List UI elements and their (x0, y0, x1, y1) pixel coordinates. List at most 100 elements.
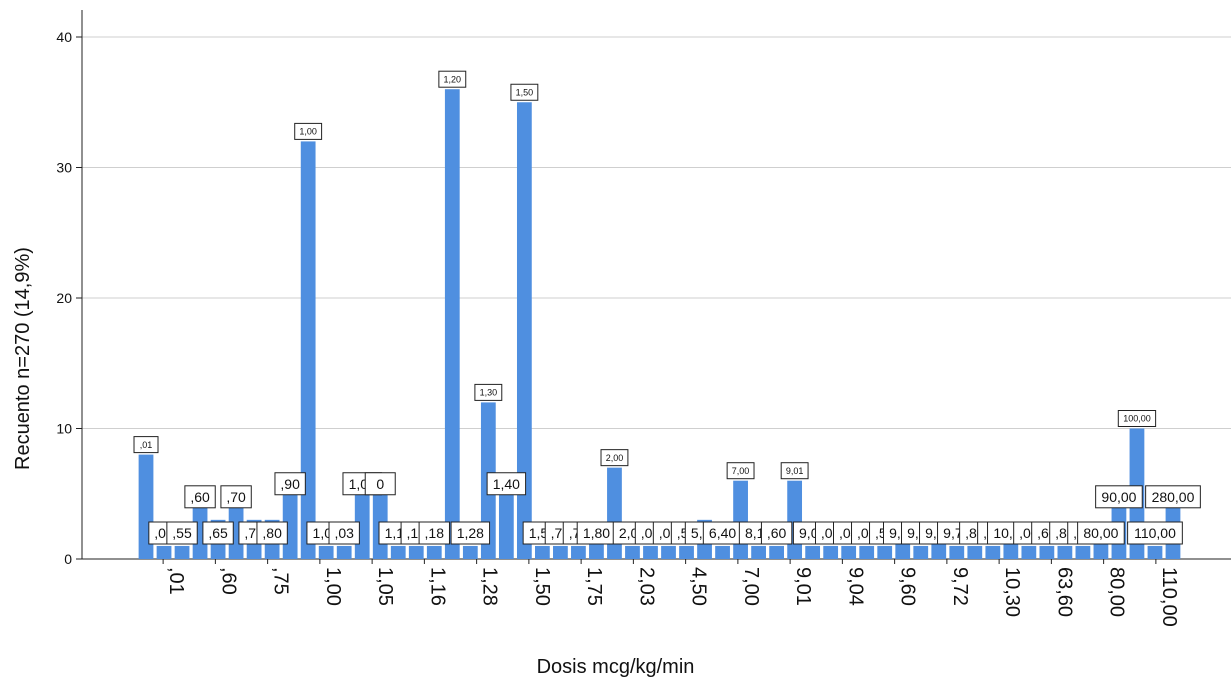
data-label: 80,00 (1083, 525, 1118, 541)
data-label-box (166, 521, 198, 545)
data-label-box (450, 521, 491, 545)
data-label: 7,00 (732, 466, 750, 476)
x-tick-label: 1,05 (374, 567, 396, 606)
x-tick-label: ,01 (165, 567, 187, 595)
bar (733, 480, 748, 559)
bar (174, 545, 190, 559)
bar (516, 102, 532, 559)
data-label-box (294, 122, 323, 140)
data-label: 9,01 (786, 466, 804, 476)
data-label-box (220, 485, 252, 509)
bar (228, 506, 244, 559)
bar (787, 480, 803, 559)
bar (498, 493, 514, 559)
bar (985, 545, 1001, 559)
data-label-box (1145, 485, 1201, 509)
bar (408, 545, 424, 559)
bar (877, 545, 893, 559)
data-label: 1,00 (299, 127, 317, 137)
data-label-box (1127, 521, 1183, 545)
data-label: ,65 (208, 525, 228, 541)
data-label-box (184, 485, 216, 509)
bar (390, 545, 406, 559)
data-label-box (418, 521, 450, 545)
bar (426, 545, 442, 559)
bar (661, 545, 676, 559)
bar (859, 545, 875, 559)
data-label: ,70 (226, 489, 246, 505)
bar (949, 545, 965, 559)
x-tick-label: 4,50 (688, 567, 710, 606)
data-label-box (474, 383, 503, 401)
bar (553, 545, 568, 559)
x-tick-label: ,60 (217, 567, 239, 595)
data-label-box (202, 521, 234, 545)
bar (805, 545, 821, 559)
data-label-box (438, 70, 467, 88)
bar (841, 545, 857, 559)
bar (1057, 545, 1073, 559)
x-tick-label: 10,30 (1001, 567, 1023, 617)
bar (625, 545, 640, 559)
x-tick-label: 1,50 (531, 567, 553, 606)
x-tick-label: ,75 (270, 567, 292, 595)
data-label: 1,50 (516, 87, 534, 97)
bar (913, 545, 929, 559)
x-tick-label: 1,16 (426, 567, 448, 606)
data-label: 110,00 (1134, 525, 1176, 541)
data-label: 1,28 (457, 525, 484, 541)
y-tick-label: 10 (56, 421, 72, 437)
data-label-box (486, 472, 527, 496)
data-label: 1,80 (583, 525, 610, 541)
bar (967, 545, 983, 559)
x-tick-label: 1,00 (322, 567, 344, 606)
data-label-box (780, 462, 809, 480)
data-label: 280,00 (1152, 489, 1195, 505)
data-label: 90,00 (1101, 489, 1136, 505)
x-tick-label: 9,60 (897, 567, 919, 606)
data-label: 2,00 (606, 453, 624, 463)
bar (318, 545, 334, 559)
bar (715, 545, 730, 559)
y-tick-label: 40 (56, 29, 72, 45)
data-label: ,80 (262, 525, 282, 541)
data-label: 1,30 (480, 388, 498, 398)
data-label-box (1117, 410, 1157, 427)
data-label: ,55 (172, 525, 192, 541)
bar (336, 545, 352, 559)
bar (1075, 545, 1091, 559)
x-tick-label: 1,75 (583, 567, 605, 606)
x-tick-label: 9,01 (792, 567, 814, 606)
bar (823, 545, 839, 559)
bar (769, 545, 784, 559)
x-tick-label: 63,60 (1053, 567, 1075, 617)
data-label: ,60 (190, 489, 210, 505)
data-label-box (364, 472, 396, 496)
x-tick-label: 80,00 (1106, 567, 1128, 617)
data-label: ,03 (334, 525, 354, 541)
bar (643, 545, 658, 559)
y-tick-label: 20 (56, 290, 72, 306)
data-label-box (600, 449, 629, 467)
x-tick-label: 7,00 (740, 567, 762, 606)
data-label: 0 (376, 476, 384, 492)
x-tick-label: 110,00 (1158, 567, 1180, 627)
x-tick-label: 1,28 (479, 567, 501, 606)
bar (1039, 545, 1055, 559)
y-tick-label: 30 (56, 160, 72, 176)
bar (571, 545, 586, 559)
data-label-box (726, 462, 755, 480)
bar (156, 545, 172, 559)
data-label: 100,00 (1123, 414, 1151, 424)
x-tick-label: 9,72 (949, 567, 971, 606)
bar (535, 545, 550, 559)
bar (679, 545, 694, 559)
data-label: 1,20 (444, 74, 462, 84)
bar (1021, 545, 1037, 559)
data-label: 6,40 (709, 525, 736, 541)
x-tick-label: 2,03 (635, 567, 657, 606)
bar (751, 545, 766, 559)
bar (444, 89, 460, 559)
data-label: 1,40 (493, 476, 520, 492)
